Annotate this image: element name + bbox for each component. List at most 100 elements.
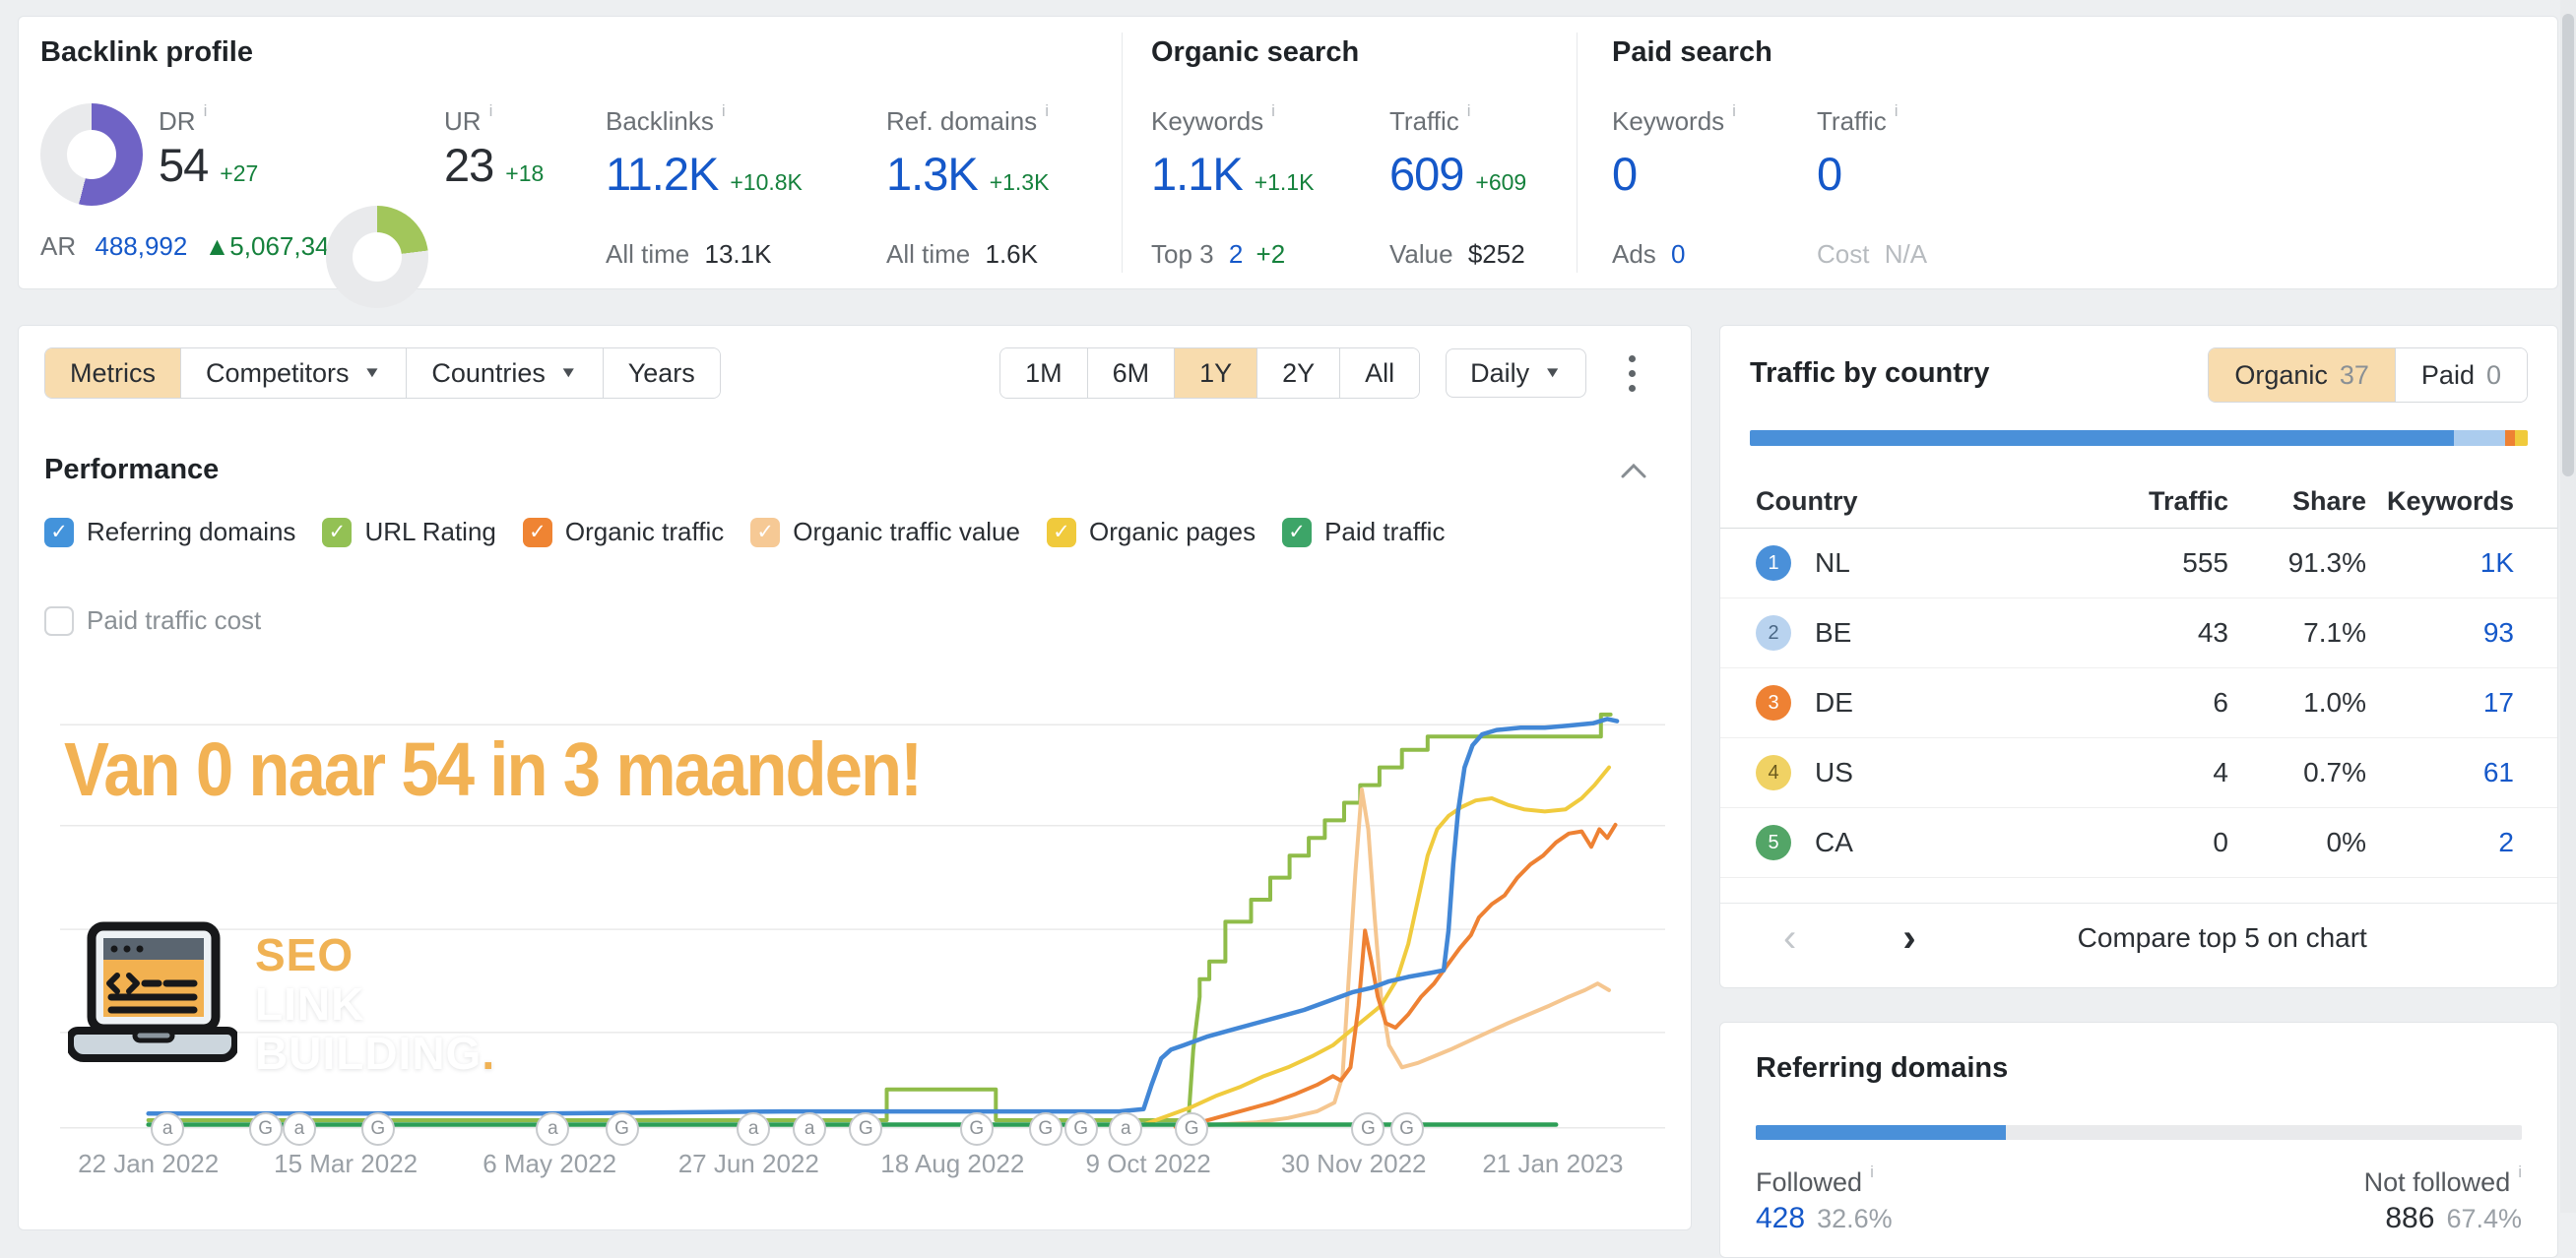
event-marker-G[interactable]: G (248, 1112, 283, 1146)
granularity-select[interactable]: Daily (1446, 348, 1586, 398)
scrollbar[interactable] (2560, 0, 2576, 1213)
legend-paid-traffic[interactable]: Paid traffic (1282, 517, 1445, 547)
event-marker-G[interactable]: G (849, 1112, 883, 1146)
x-axis-tick-label: 27 Jun 2022 (677, 1149, 819, 1178)
event-marker-G[interactable]: G (1028, 1112, 1063, 1146)
event-marker-G[interactable]: G (1389, 1112, 1424, 1146)
range-2y[interactable]: 2Y (1256, 348, 1340, 398)
legend-referring-domains[interactable]: Referring domains (44, 517, 295, 547)
alltime-value: 13.1K (704, 239, 772, 269)
organic-keywords-delta: +1.1K (1254, 169, 1315, 195)
event-marker-G[interactable]: G (959, 1112, 994, 1146)
performance-card: Metrics Competitors Countries Years 1M 6… (18, 325, 1692, 1230)
event-marker-a[interactable]: a (793, 1112, 827, 1146)
country-share-bar (1750, 430, 2528, 446)
country-code: BE (1815, 617, 1852, 648)
table-row[interactable]: 2 BE 43 7.1% 93 (1720, 598, 2557, 668)
top3-value[interactable]: 2 (1228, 239, 1244, 269)
paid-traffic-value[interactable]: 0 (1817, 148, 1842, 200)
traffic-by-country-title: Traffic by country (1750, 357, 1990, 389)
rank-badge: 4 (1756, 755, 1791, 790)
event-marker-a[interactable]: a (282, 1112, 316, 1146)
info-icon[interactable] (1870, 1163, 1874, 1182)
backlinks-label: Backlinks (606, 106, 714, 136)
event-marker-G[interactable]: G (1063, 1112, 1098, 1146)
event-marker-a[interactable]: a (151, 1112, 185, 1146)
checkbox-checked-icon (522, 517, 552, 547)
event-marker-G[interactable]: G (605, 1112, 639, 1146)
tab-years[interactable]: Years (602, 348, 720, 398)
table-row[interactable]: 5 CA 0 0% 2 (1720, 808, 2557, 878)
info-icon[interactable] (1895, 101, 1899, 121)
header-keywords: Keywords (2386, 486, 2514, 516)
backlinks-value[interactable]: 11.2K (606, 148, 719, 200)
info-icon[interactable] (1045, 101, 1049, 121)
dr-value: 54 (159, 139, 209, 191)
keywords-link[interactable]: 61 (2482, 757, 2514, 787)
ar-value[interactable]: 488,992 (95, 231, 188, 261)
toggle-organic[interactable]: Organic 37 (2209, 348, 2395, 402)
legend-organic-traffic[interactable]: Organic traffic (522, 517, 724, 547)
info-icon[interactable] (2518, 1163, 2522, 1182)
checkbox-checked-icon (322, 517, 353, 547)
table-row[interactable]: 1 NL 555 91.3% 1K (1720, 529, 2557, 598)
scrollbar-thumb[interactable] (2562, 14, 2574, 476)
range-tabs: 1M 6M 1Y 2Y All (999, 347, 1421, 399)
divider (1122, 32, 1123, 273)
range-1y[interactable]: 1Y (1174, 348, 1257, 398)
legend-organic-traffic-value[interactable]: Organic traffic value (750, 517, 1020, 547)
organic-keywords-value[interactable]: 1.1K (1151, 148, 1244, 200)
ads-value[interactable]: 0 (1671, 239, 1686, 269)
next-page-arrow[interactable]: › (1902, 916, 1916, 960)
info-icon[interactable] (204, 101, 208, 121)
ur-label: UR (444, 106, 482, 136)
followed-values-row: 428 32.6% 886 67.4% (1756, 1202, 2522, 1235)
kebab-menu-icon[interactable] (1612, 348, 1651, 398)
legend-paid-traffic-cost[interactable]: Paid traffic cost (44, 605, 261, 636)
divider (1577, 32, 1578, 273)
keywords-link[interactable]: 93 (2482, 617, 2514, 648)
prev-page-arrow[interactable]: ‹ (1783, 916, 1797, 960)
info-icon[interactable] (1467, 101, 1471, 121)
legend-url-rating[interactable]: URL Rating (322, 517, 496, 547)
table-row[interactable]: 3 DE 6 1.0% 17 (1720, 668, 2557, 738)
alltime-value: 1.6K (985, 239, 1038, 269)
tab-competitors[interactable]: Competitors (180, 348, 407, 398)
event-marker-a[interactable]: a (536, 1112, 570, 1146)
alltime-label: All time (886, 239, 971, 269)
table-row[interactable]: 4 US 4 0.7% 61 (1720, 738, 2557, 808)
keywords-link[interactable]: 17 (2482, 687, 2514, 718)
range-1m[interactable]: 1M (1000, 348, 1087, 398)
x-axis-tick-label: 6 May 2022 (483, 1149, 617, 1178)
event-marker-G[interactable]: G (360, 1112, 395, 1146)
tab-metrics[interactable]: Metrics (45, 348, 180, 398)
not-followed-percent: 67.4% (2446, 1204, 2522, 1233)
checkbox-checked-icon (1046, 517, 1076, 547)
tab-countries[interactable]: Countries (406, 348, 603, 398)
event-marker-G[interactable]: G (1351, 1112, 1385, 1146)
country-code: DE (1815, 687, 1853, 718)
event-marker-a[interactable]: a (737, 1112, 771, 1146)
range-6m[interactable]: 6M (1086, 348, 1175, 398)
collapse-chevron-up-icon[interactable] (1616, 456, 1651, 485)
paid-keywords-value[interactable]: 0 (1612, 148, 1638, 200)
legend-organic-pages[interactable]: Organic pages (1046, 517, 1256, 547)
backlinks-metric: Backlinks 11.2K +10.8K All time 13.1K (606, 101, 803, 270)
followed-count[interactable]: 428 (1756, 1202, 1806, 1234)
ref-domains-label: Ref. domains (886, 106, 1038, 136)
event-marker-G[interactable]: G (1175, 1112, 1209, 1146)
event-marker-a[interactable]: a (1109, 1112, 1143, 1146)
info-icon[interactable] (489, 101, 493, 121)
keywords-link[interactable]: 1K (2479, 547, 2514, 578)
range-all[interactable]: All (1339, 348, 1420, 398)
info-icon[interactable] (722, 101, 726, 121)
toggle-paid[interactable]: Paid 0 (2394, 348, 2527, 402)
country-table-body: 1 NL 555 91.3% 1K 2 BE 43 7.1% 93 3 DE 6 1.… (1720, 529, 2557, 878)
keywords-link[interactable]: 2 (2498, 827, 2514, 857)
organic-traffic-value[interactable]: 609 (1389, 148, 1464, 200)
compare-top5-link[interactable]: Compare top 5 on chart (2077, 922, 2367, 953)
info-icon[interactable] (1271, 101, 1275, 121)
info-icon[interactable] (1732, 101, 1736, 121)
paid-keywords-label: Keywords (1612, 106, 1725, 136)
ref-domains-value[interactable]: 1.3K (886, 148, 979, 200)
